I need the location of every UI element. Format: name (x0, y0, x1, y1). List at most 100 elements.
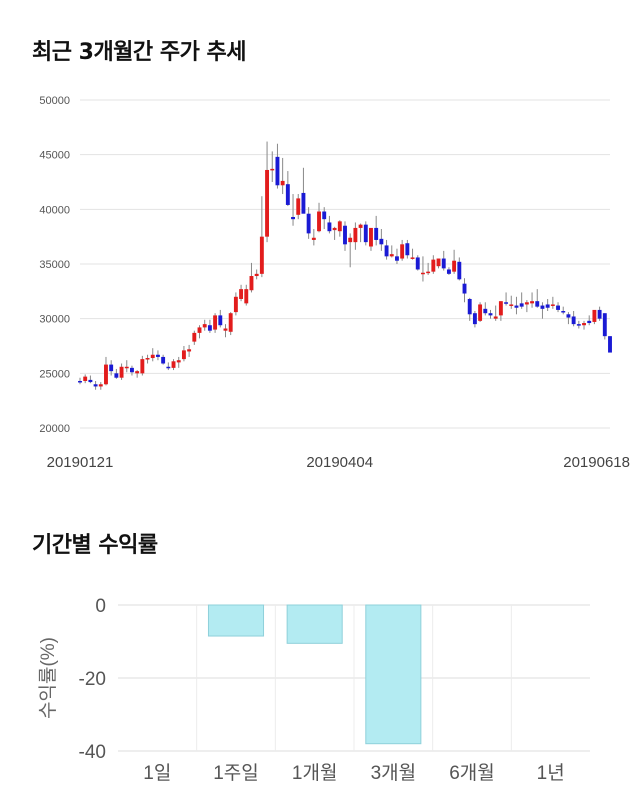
candle-body-up (337, 221, 342, 232)
candle-body-up (431, 259, 436, 272)
candle-y-tick-label: 45000 (39, 150, 70, 162)
bar-x-ticks: 1일 1주일 1개월 3개월 6개월 1년 (143, 762, 564, 784)
bar-x-tick-label: 1년 (537, 762, 565, 784)
candle (187, 344, 192, 357)
candle (317, 202, 321, 233)
candle (140, 355, 145, 376)
candle-body-down (446, 269, 451, 274)
candle-body-down (587, 320, 592, 324)
candle-body-down (285, 184, 290, 205)
candle-body-up (348, 237, 353, 243)
candle-body-up (98, 384, 103, 387)
candle (301, 167, 306, 214)
stock-trend-title: 최근 3개월간 주가 추세 (32, 40, 246, 65)
candle (452, 249, 457, 274)
candle-body-down (78, 380, 82, 383)
candle (337, 220, 342, 237)
candle-y-tick-label: 50000 (39, 95, 70, 107)
candle (545, 298, 550, 312)
candle-body-down (472, 313, 477, 325)
candle (441, 250, 446, 271)
bar-grid (118, 604, 590, 752)
candle-body-up (410, 257, 415, 259)
candle (498, 301, 503, 321)
candle (363, 221, 368, 246)
candle (249, 262, 254, 293)
candle-body-up (280, 180, 285, 186)
candle-body-up (233, 296, 238, 313)
candle-body-up (192, 332, 197, 342)
period-return-title: 기간별 수익률 (32, 533, 158, 558)
candle-x-ticks: 20190121 20190404 20190618 (47, 454, 630, 471)
candle-body-down (275, 156, 280, 186)
candle (202, 319, 207, 331)
candle (374, 215, 379, 246)
candle (436, 258, 441, 269)
candle-body-down (545, 304, 550, 308)
bar-y-tick-label: 0 (95, 596, 106, 617)
candle (104, 356, 108, 386)
candle (275, 143, 280, 189)
candle-body-up (592, 309, 597, 322)
candle-body-down (379, 238, 384, 245)
candle-body-up (311, 237, 316, 240)
candle-body-up (582, 323, 586, 326)
candle (150, 348, 155, 362)
bar-y-ticks: 0 -20 -40 (79, 596, 106, 763)
candle-body-up (213, 315, 218, 330)
candle-body-down (462, 283, 467, 294)
candle-body-up (145, 358, 150, 360)
candle (78, 377, 82, 385)
candle-body-up (187, 349, 192, 352)
candle (483, 302, 488, 316)
candle (130, 365, 134, 376)
candle-body-up (150, 354, 155, 359)
candle-body-up (358, 224, 363, 228)
candle (472, 311, 477, 328)
candle-y-tick-label: 35000 (39, 259, 70, 271)
candle-body-up (400, 244, 405, 259)
candle-body-down (93, 384, 98, 387)
candle-grid (80, 99, 610, 429)
candle (457, 257, 462, 281)
candle-body-down (566, 314, 571, 318)
candle (405, 239, 410, 259)
candle (478, 302, 483, 322)
candle (171, 359, 176, 371)
candle-body-down (602, 313, 607, 337)
candle-body-down (519, 303, 524, 307)
candle (291, 194, 295, 226)
candle-body-down (395, 256, 399, 261)
candle (124, 360, 129, 373)
candle (114, 368, 119, 379)
candle-body-down (114, 373, 119, 378)
candle (592, 309, 597, 325)
candle (119, 363, 124, 380)
candle-body-up (223, 328, 228, 331)
candle-body-up (119, 366, 124, 378)
candle-body-down (322, 211, 327, 220)
candle (535, 289, 540, 308)
candle-x-tick-label: 20190121 (47, 454, 114, 471)
candle (254, 269, 259, 280)
candle-body-down (514, 305, 519, 308)
candle (228, 312, 233, 336)
candle (233, 292, 238, 316)
candle (556, 302, 560, 313)
candle (332, 226, 337, 240)
candle (369, 227, 373, 251)
candle-y-ticks: 50000 45000 40000 35000 30000 25000 20000 (39, 95, 70, 435)
candle-body-up (426, 271, 431, 274)
candle-body-down (597, 309, 602, 319)
candle-body-down (405, 243, 410, 256)
candle-body-up (259, 236, 264, 274)
candle-body-up (197, 327, 202, 333)
candle-body-up (420, 272, 425, 275)
candle-body-down (207, 325, 212, 331)
candle-body-up (530, 301, 535, 304)
candle-body-down (155, 354, 160, 357)
candle (322, 207, 327, 230)
candle-body-up (265, 169, 270, 237)
candle-body-down (415, 257, 420, 270)
candle (420, 256, 425, 282)
